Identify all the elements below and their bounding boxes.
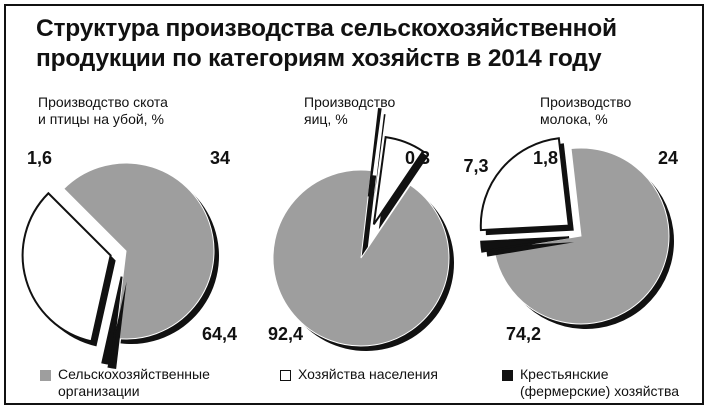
pie-slice-household <box>21 191 112 343</box>
data-label-farm: 1,6 <box>27 148 52 168</box>
pie-slice-farm <box>480 236 570 253</box>
chart-3-title-line-2: молока, % <box>540 111 608 127</box>
data-label-agri: 92,4 <box>268 324 303 344</box>
chart-1-title-line-1: Производство скота <box>38 94 168 110</box>
legend-farm-line-1: Крестьянские <box>520 366 609 382</box>
legend-label-agri: Сельскохозяйственные организации <box>58 366 210 400</box>
legend-label-farm: Крестьянские (фермерские) хозяйства <box>520 366 679 400</box>
legend-swatch-agri <box>40 370 51 381</box>
pie-chart-2: 92,4 7,3 0,3 <box>268 107 489 351</box>
chart-1-title-line-2: и птицы на убой, % <box>38 111 164 127</box>
chart-2-title: Производство яиц, % <box>304 94 395 128</box>
infographic-frame: Структура производства сельскохозяйствен… <box>4 4 704 405</box>
pie-slice-agri <box>493 147 670 325</box>
title-line-1: Структура производства сельскохозяйствен… <box>36 15 617 42</box>
legend-agri-line-2: организации <box>58 383 140 399</box>
chart-2-title-line-2: яиц, % <box>304 111 348 127</box>
pie-slice-household <box>479 137 570 232</box>
title-line-2: продукции по категориям хозяйств в 2014 … <box>36 45 602 72</box>
data-label-household: 34 <box>210 148 230 168</box>
pie-slice-agri <box>272 169 450 347</box>
pie-slice-farm <box>367 107 382 197</box>
chart-3-title-line-1: Производство <box>540 94 632 110</box>
data-label-farm: 1,8 <box>533 148 558 168</box>
data-label-household: 7,3 <box>463 156 488 176</box>
legend-farm-line-2: (фермерские) хозяйства <box>520 383 680 399</box>
chart-1-title: Производство скота и птицы на убой, % <box>38 94 168 128</box>
legend-label-household: Хозяйства населения <box>298 366 438 383</box>
pie-slice-agri <box>63 162 215 340</box>
legend-agri-line-1: Сельскохозяйственные <box>58 366 210 382</box>
data-label-household: 24 <box>658 148 678 168</box>
data-label-agri: 74,2 <box>506 324 541 344</box>
legend-swatch-farm <box>502 370 513 381</box>
pie-slice-household <box>372 136 425 225</box>
chart-3-title: Производство молока, % <box>540 94 631 128</box>
pie-slice-shadow-farm <box>373 114 386 202</box>
data-label-farm: 0,3 <box>405 148 430 168</box>
infographic-title: Структура производства сельскохозяйствен… <box>36 14 676 74</box>
pie-charts: 64,4 34 1,6 92,4 7,3 0,3 74,2 24 1,8 <box>21 107 678 370</box>
data-label-agri: 64,4 <box>202 324 237 344</box>
pie-slice-farm <box>101 276 123 366</box>
pie-chart-3: 74,2 24 1,8 <box>479 137 678 344</box>
legend-household-line-1: Хозяйства населения <box>298 366 438 382</box>
pie-chart-1: 64,4 34 1,6 <box>21 148 237 370</box>
legend-swatch-household <box>280 370 291 381</box>
chart-2-title-line-1: Производство <box>304 94 396 110</box>
